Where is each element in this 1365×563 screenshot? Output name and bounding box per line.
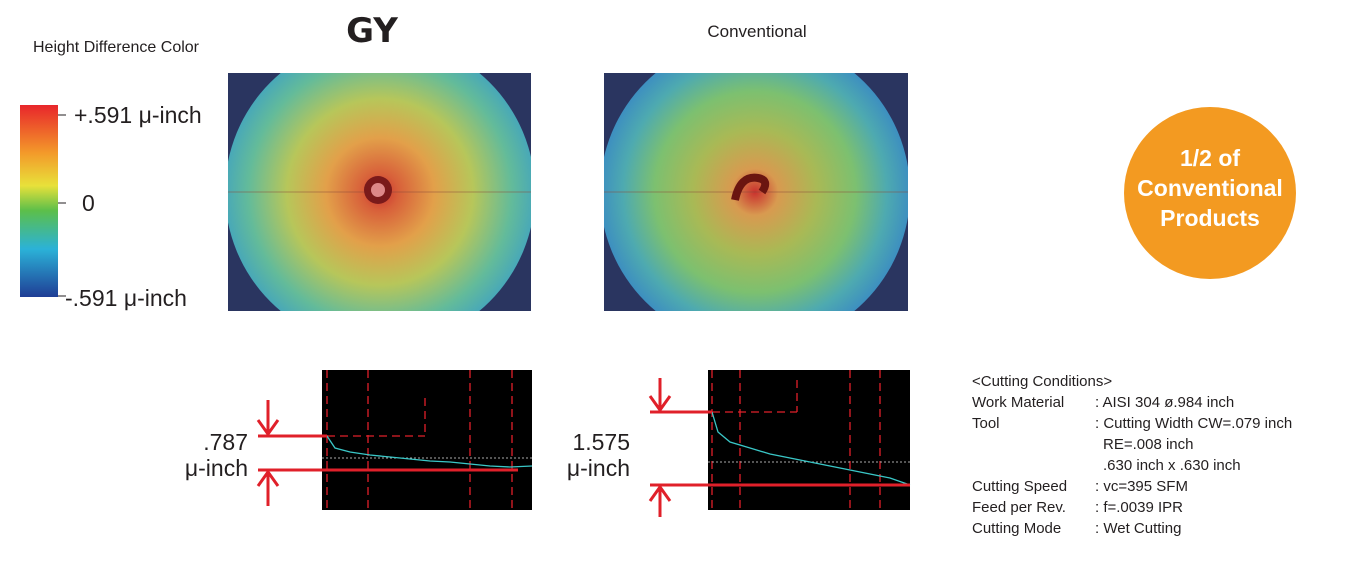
condition-value: : Cutting Width CW=.079 inch (1095, 415, 1292, 432)
conditions-title: <Cutting Conditions> (972, 373, 1112, 390)
scale-mid-label: 0 (82, 190, 95, 216)
conventional-profile-unit: μ-inch (567, 455, 630, 481)
condition-value: : f=.0039 IPR (1095, 499, 1183, 516)
condition-value: : vc=395 SFM (1095, 478, 1188, 495)
conventional-surface-image (600, 37, 910, 347)
badge-line: 1/2 of (1180, 145, 1240, 171)
gy-profile-unit: μ-inch (185, 455, 248, 481)
gy-profile-plot (322, 370, 532, 510)
condition-label: Cutting Mode (972, 520, 1061, 537)
page: Height Difference Color GY Conventional … (0, 0, 1365, 563)
conventional-profile-value: 1.575 (572, 429, 630, 455)
condition-label: Feed per Rev. (972, 499, 1066, 516)
condition-value: : AISI 304 ø.984 inch (1095, 394, 1234, 411)
color-scale-bar (20, 105, 58, 297)
gy-profile-value: .787 (203, 429, 248, 455)
conditions-list: Work Material : AISI 304 ø.984 inch Tool : … (972, 394, 1292, 537)
badge-line: Conventional (1137, 175, 1283, 201)
badge-line: Products (1160, 205, 1260, 231)
conventional-title: Conventional (707, 22, 806, 41)
gy-title: GY (346, 11, 398, 51)
condition-label: Work Material (972, 394, 1064, 411)
condition-label: Cutting Speed (972, 478, 1067, 495)
gy-surface-image (225, 37, 535, 347)
condition-value: .630 inch x .630 inch (1103, 457, 1241, 474)
condition-value: : Wet Cutting (1095, 520, 1181, 537)
scale-max-label: +.591 μ-inch (74, 102, 202, 128)
legend-title: Height Difference Color (33, 39, 200, 56)
condition-label: Tool (972, 415, 1000, 432)
condition-value: RE=.008 inch (1103, 436, 1193, 453)
conventional-profile-plot (708, 370, 910, 510)
scale-min-label: -.591 μ-inch (65, 285, 187, 311)
